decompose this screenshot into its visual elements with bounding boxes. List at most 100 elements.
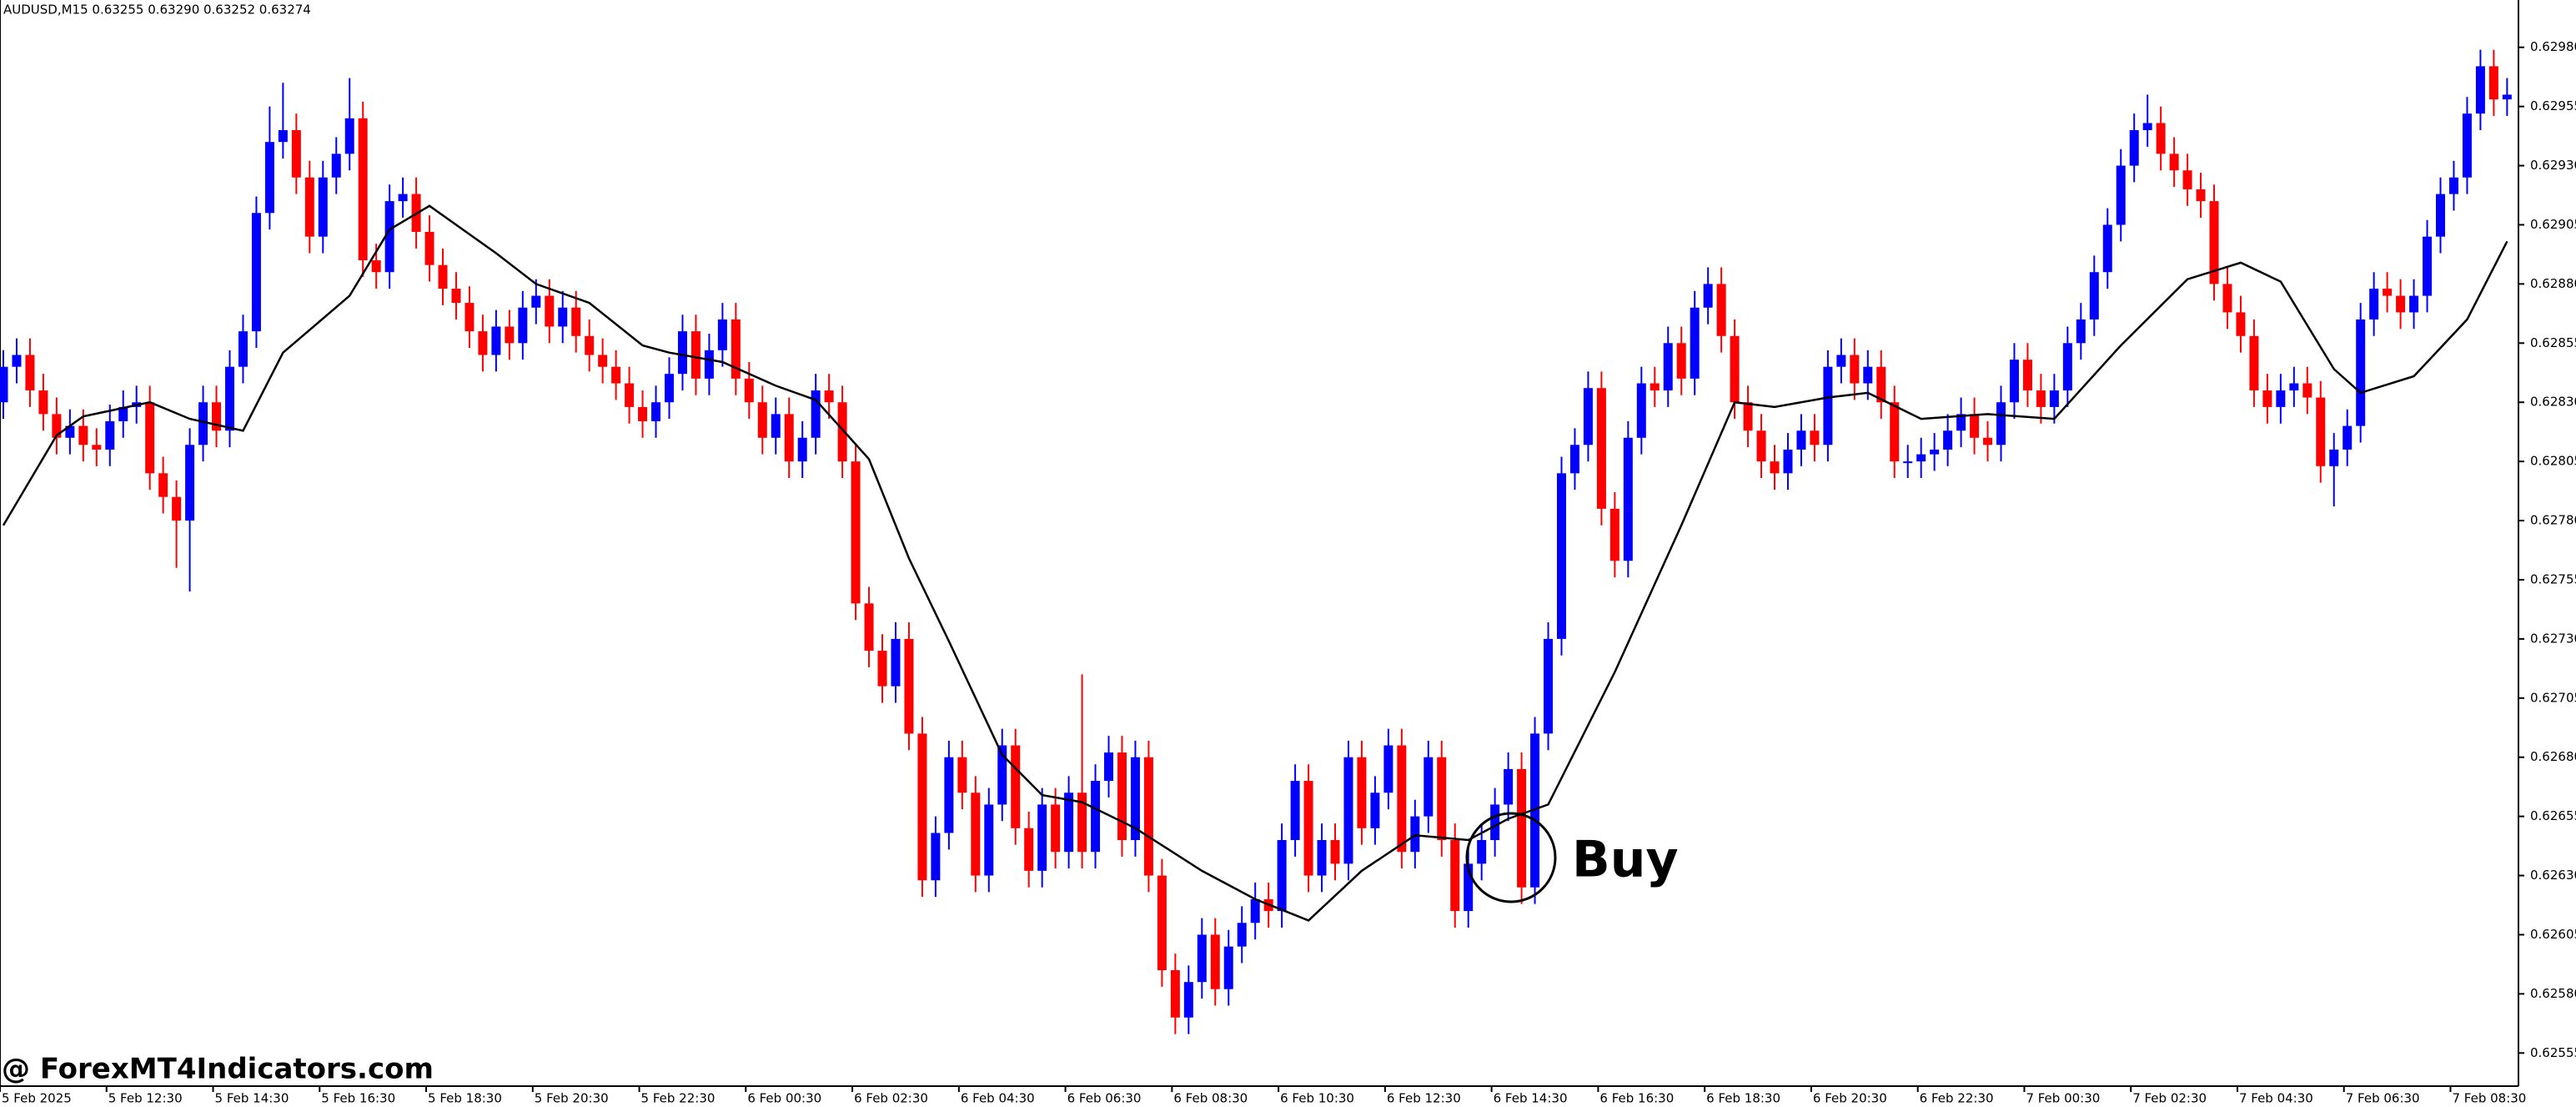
x-tick-label: 6 Feb 22:30 [1920,1091,1994,1106]
candle-body [1556,473,1566,639]
candle-body [1770,461,1780,474]
candle-body [2302,383,2312,398]
candle-body [2356,319,2366,426]
moving-average [2,204,2508,922]
candle-body [238,331,248,367]
candle-body [1583,388,1593,445]
candle-body [518,307,528,344]
candle-body [625,383,635,407]
candle-body [2409,295,2419,313]
x-tick-label: 6 Feb 10:30 [1280,1091,1354,1106]
candle-body [1490,804,1500,840]
candle-body [1596,388,1606,509]
candle-body [2488,66,2498,100]
x-tick-label: 6 Feb 02:30 [854,1091,928,1106]
candle-body [1343,757,1353,864]
candle-body [1676,343,1686,379]
candle-body [731,319,741,379]
candle-body [665,374,674,403]
x-tick-label: 7 Feb 08:30 [2452,1091,2526,1106]
candle-body [1091,781,1101,853]
candle-body [505,326,515,344]
candle-body [1210,934,1220,989]
candle-body [491,326,501,355]
x-tick-label: 6 Feb 20:30 [1813,1091,1887,1106]
candle-body [1250,898,1260,923]
candle-body [2343,425,2353,450]
candle-body [1530,733,1540,888]
x-tick-label: 6 Feb 12:30 [1387,1091,1461,1106]
candle-body [1170,970,1180,1018]
candle-body [2156,123,2166,154]
candle-body [278,130,288,143]
candle-body [1077,793,1087,853]
candle-body [224,366,234,431]
candle-body [145,402,155,474]
candle-body [1810,430,1820,445]
candle-body [651,402,661,421]
candle-body [784,414,794,462]
candle-body [185,445,195,521]
candle-body [638,406,648,421]
candle-body [1051,804,1061,853]
candle-body [1609,508,1619,561]
candle-body [2169,153,2179,171]
x-tick-label: 7 Feb 04:30 [2239,1091,2313,1106]
candle-body [331,153,341,178]
x-tick-label: 6 Feb 00:30 [747,1091,821,1106]
candle-body [2289,383,2299,391]
candle-body [1290,781,1300,840]
candle-body [2129,130,2139,166]
candle-body [944,757,954,833]
candle-body [1317,839,1327,876]
x-tick-label: 6 Feb 06:30 [1067,1091,1142,1106]
candle-body [984,804,994,876]
candle-body [1383,745,1393,793]
candle-body [464,303,475,332]
candle-body [1037,804,1047,871]
y-tick-label: 0.62905 [2530,217,2576,232]
candle-body [704,350,714,379]
candle-body [1703,284,1713,308]
candle-body [1836,355,1846,367]
candle-body [558,307,568,327]
candle-body [1197,934,1207,983]
candle-body [891,638,901,687]
candle-body [690,331,700,379]
candle-body [2009,360,2019,403]
candle-body [1569,445,1579,474]
candle-body [771,414,781,438]
candle-body [1930,449,1940,455]
candle-body [0,366,8,403]
x-tick-label: 6 Feb 18:30 [1706,1091,1780,1106]
candle-body [2089,272,2099,320]
candle-body [1424,757,1434,817]
candle-body [1157,875,1167,971]
candle-body [264,142,274,214]
candle-body [1916,454,1926,462]
candle-body [1876,366,1886,403]
candle-body [1544,638,1554,734]
candle-body [398,194,408,202]
candle-body [1370,793,1380,828]
candle-body [851,461,861,604]
x-tick-label: 5 Feb 2025 [2,1091,72,1106]
candle-body [1303,781,1313,876]
candle-body [1011,745,1021,828]
candle-body [1183,982,1193,1018]
candle-body [1796,430,1806,450]
candle-body [545,295,555,327]
candle-body [2276,390,2286,407]
candle-body [2222,284,2232,313]
candle-body [1064,793,1074,853]
candle-body [2448,177,2458,194]
candle-body [2142,123,2152,131]
candle-body [598,355,608,367]
candle-body [757,402,767,438]
